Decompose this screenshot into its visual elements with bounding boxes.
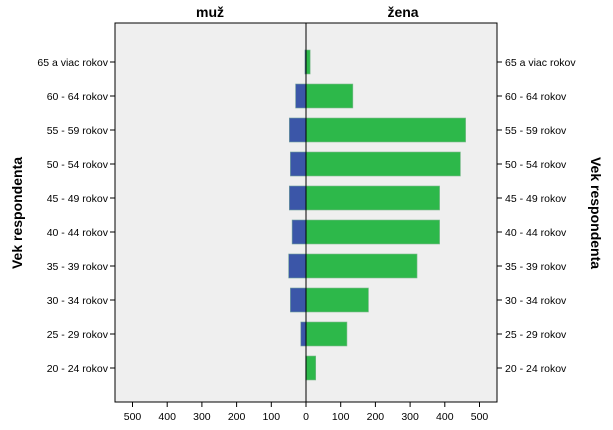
category-label-right: 30 - 34 rokov [505, 295, 567, 307]
bar-zena-30-34-rokov [305, 287, 369, 313]
category-label-right: 25 - 29 rokov [505, 329, 567, 341]
y-axis-title-left: Vek respondenta [9, 157, 25, 269]
bar-muz-35-39-rokov [288, 253, 307, 279]
bar-zena-40-44-rokov [305, 219, 440, 245]
category-label-left: 35 - 39 rokov [47, 261, 109, 273]
category-label-left: 40 - 44 rokov [47, 227, 109, 239]
category-label-left: 60 - 64 rokov [47, 91, 109, 103]
category-label-right: 45 - 49 rokov [505, 193, 567, 205]
panel-title-right: žena [387, 4, 418, 20]
bar-muz-30-34-rokov [290, 287, 307, 313]
x-axis-group: 500 400 300 200 100 0 100 200 300 400 500 [124, 402, 489, 423]
x-tick-label: 100 [263, 411, 281, 423]
bar-zena-45-49-rokov [305, 185, 440, 211]
bar-zena-50-54-rokov [305, 151, 461, 177]
bar-muz-60-64-rokov [295, 83, 307, 109]
category-label-left: 50 - 54 rokov [47, 159, 109, 171]
x-tick-label: 500 [124, 411, 142, 423]
category-label-right: 50 - 54 rokov [505, 159, 567, 171]
x-tick-label: 300 [193, 411, 211, 423]
category-label-left: 25 - 29 rokov [47, 329, 109, 341]
bar-zena-65-a-viac-rokov [305, 49, 311, 75]
bar-muz-40-44-rokov [291, 219, 307, 245]
panel-title-left: muž [196, 4, 224, 20]
category-label-left: 55 - 59 rokov [47, 125, 109, 137]
x-tick-label: 500 [471, 411, 489, 423]
x-tick-label: 0 [303, 411, 309, 423]
bar-muz-55-59-rokov [289, 117, 307, 143]
category-label-right: 40 - 44 rokov [505, 227, 567, 239]
bar-zena-55-59-rokov [305, 117, 466, 143]
x-tick-label: 400 [158, 411, 176, 423]
category-label-left: 30 - 34 rokov [47, 295, 109, 307]
bar-zena-60-64-rokov [305, 83, 354, 109]
category-label-left: 65 a viac rokov [37, 57, 108, 69]
x-tick-label: 200 [367, 411, 385, 423]
bar-muz-50-54-rokov [290, 151, 307, 177]
x-tick-label: 300 [401, 411, 419, 423]
y-axis-title-right: Vek respondenta [588, 157, 604, 269]
category-label-left: 45 - 49 rokov [47, 193, 109, 205]
category-labels-group: 65 a viac rokov 65 a viac rokov 60 - 64 ro… [37, 57, 576, 375]
bar-zena-20-24-rokov [305, 355, 317, 381]
x-tick-label: 200 [228, 411, 246, 423]
category-label-right: 20 - 24 rokov [505, 363, 567, 375]
bar-muz-25-29-rokov [300, 321, 307, 347]
bar-zena-35-39-rokov [305, 253, 418, 279]
category-label-right: 55 - 59 rokov [505, 125, 567, 137]
category-label-right: 35 - 39 rokov [505, 261, 567, 273]
bar-zena-25-29-rokov [305, 321, 348, 347]
bar-muz-45-49-rokov [289, 185, 307, 211]
x-tick-label: 400 [436, 411, 454, 423]
category-label-right: 65 a viac rokov [505, 57, 576, 69]
x-tick-label: 100 [332, 411, 350, 423]
category-label-left: 20 - 24 rokov [47, 363, 109, 375]
category-label-right: 60 - 64 rokov [505, 91, 567, 103]
bars-group [288, 49, 466, 381]
